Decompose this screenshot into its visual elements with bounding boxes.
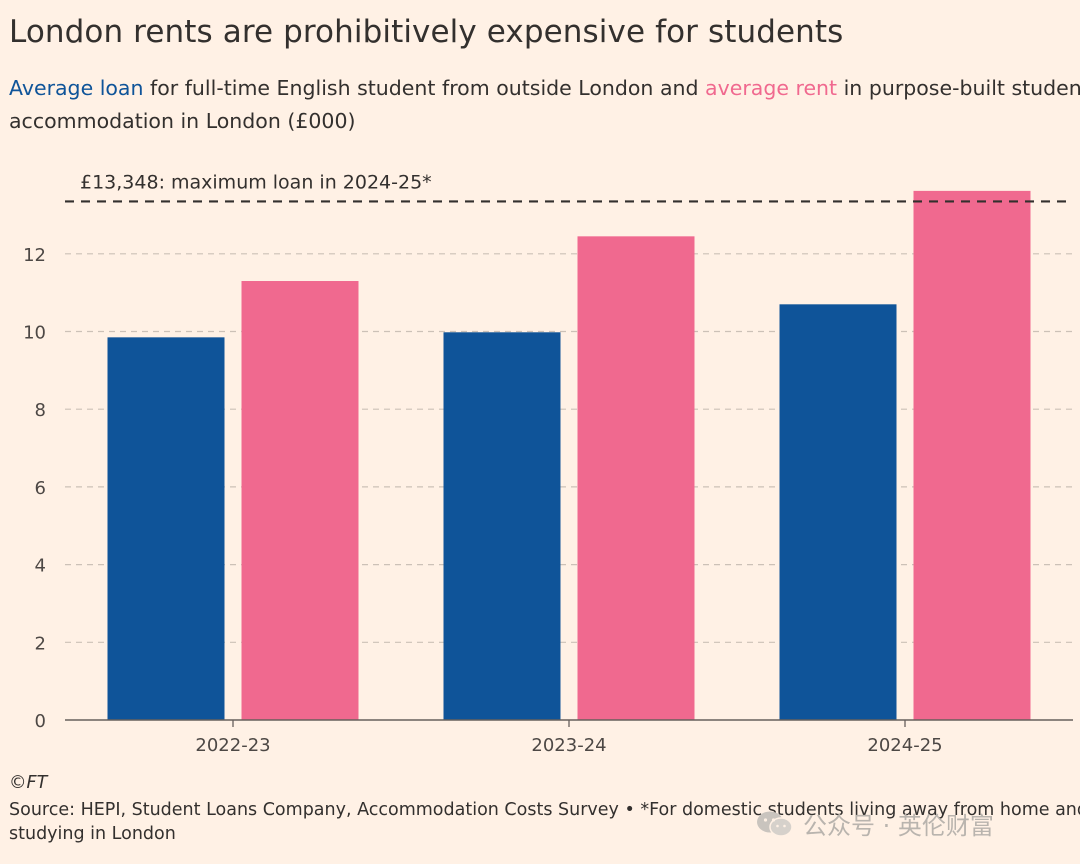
x-tick-label: 2022-23	[195, 735, 270, 756]
bar-rent-2024-25	[913, 190, 1031, 721]
bar-rent-2022-23	[241, 281, 359, 720]
bar-loan-2024-25	[779, 304, 897, 720]
watermark: 公众号 · 英伦财富	[755, 806, 994, 841]
y-tick-label: 8	[35, 400, 46, 421]
x-tick-label: 2024-25	[867, 735, 942, 756]
axes: 0 2 4 6 8 10 12 2022-23 2023-24 2024-25	[23, 245, 1073, 756]
chart-subtitle: Average loan for full-time English stude…	[9, 72, 1080, 138]
source-note: Source: HEPI, Student Loans Company, Acc…	[9, 798, 1080, 846]
source-line-1: Source: HEPI, Student Loans Company, Acc…	[9, 800, 1080, 820]
subtitle-text-end: in purpose-built student	[837, 76, 1080, 100]
y-tick-label: 12	[23, 245, 46, 266]
subtitle-line-2: accommodation in London (£000)	[9, 109, 356, 133]
reference-line-label: £13,348: maximum loan in 2024-25*	[80, 171, 432, 193]
legend-rent-key: average rent	[705, 76, 838, 100]
y-tick-label: 6	[35, 478, 46, 499]
watermark-text: 公众号 · 英伦财富	[803, 812, 994, 840]
y-tick-label: 10	[23, 323, 46, 344]
reference-line-group: £13,348: maximum loan in 2024-25*	[65, 171, 1073, 203]
legend-loan-key: Average loan	[9, 76, 144, 100]
bar-rent-2023-24	[577, 236, 695, 720]
x-tick-label: 2023-24	[531, 735, 606, 756]
source-line-2: studying in London	[9, 824, 176, 844]
y-tick-label: 0	[35, 711, 46, 732]
bars	[107, 190, 1031, 721]
wechat-icon	[757, 811, 793, 837]
copyright: ©FT	[9, 773, 48, 793]
gridlines	[65, 253, 1073, 643]
y-tick-label: 2	[35, 633, 46, 654]
chart-title: London rents are prohibitively expensive…	[9, 14, 844, 50]
subtitle-text-mid: for full-time English student from outsi…	[143, 76, 706, 100]
bar-loan-2022-23	[107, 337, 225, 720]
bar-loan-2023-24	[443, 332, 561, 720]
y-tick-label: 4	[35, 556, 46, 577]
